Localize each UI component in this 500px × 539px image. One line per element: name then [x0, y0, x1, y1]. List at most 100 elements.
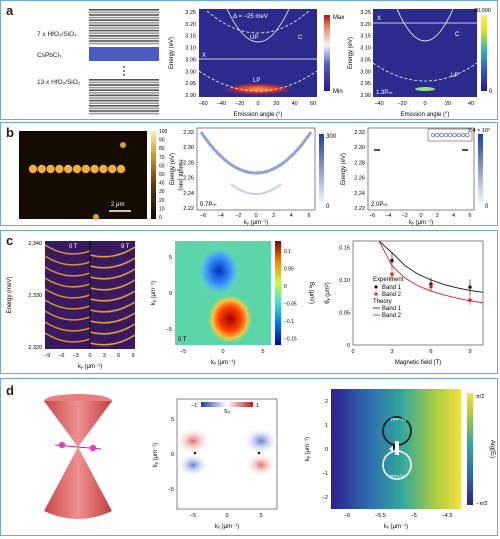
micropillar: [64, 164, 73, 174]
panel-label-a: a: [6, 3, 14, 18]
a2-xtick: −40: [374, 101, 383, 107]
afm-cbar-tick: 80: [159, 146, 165, 152]
d1-ytick: 5: [171, 417, 174, 423]
b2-xtick: −2: [402, 213, 408, 219]
b1-xlabel: kᵧ (μm⁻¹): [244, 220, 268, 226]
panel-label-d: d: [6, 383, 14, 398]
landau-band-right: [89, 301, 136, 313]
landau-band-left: [44, 277, 91, 288]
b2-ylabel: Energy (eV): [341, 153, 347, 185]
legend-marker-band2: [374, 292, 378, 296]
afm-scalebar-label: 2 μm: [111, 202, 124, 208]
a2-ytick: 2.95: [360, 81, 371, 87]
d1-lobe-lower-left: [177, 453, 209, 477]
b1-ylabel: Energy (eV): [170, 153, 176, 185]
x-label: X: [202, 53, 206, 59]
layer-middle-label: CsPbCl₃: [37, 52, 62, 59]
b2-annotation: 2.0Pₜₕ: [371, 202, 388, 208]
d2-ytick: −1: [322, 471, 328, 477]
landau-band-left: [44, 299, 91, 310]
c-label-2: C: [455, 32, 460, 38]
inset-mode-dot: [452, 132, 457, 138]
c2-xtick: 0: [221, 349, 224, 355]
d2-ytick: −2: [322, 495, 328, 501]
c1-xtick: 6: [117, 353, 120, 359]
afm-cbar-tick: 0: [159, 215, 162, 221]
plot-d1-s3: −1 S₃ 1 5 0 −5 −5 0 5 kᵧ (μm⁻¹) kₓ (μm⁻¹): [153, 398, 279, 530]
mirror-layer: [89, 42, 159, 45]
a2-ytick: 3.15: [360, 34, 371, 40]
d2-ytick: 2: [325, 399, 328, 405]
afm-cbar-tick: 100: [159, 129, 168, 135]
mirror-layer: [89, 40, 159, 42]
b2-inset: [427, 128, 473, 142]
theory-curve: [378, 240, 484, 293]
d1-ytick: −5: [168, 487, 174, 493]
landau-band-right: [89, 312, 136, 324]
micropillar: [72, 164, 82, 174]
lp-curve-2: [372, 62, 478, 82]
c2-cbar-tick: 0.05: [284, 267, 294, 273]
d2-ytick: 1: [325, 423, 328, 429]
d1-cbar-max: 1: [256, 403, 259, 409]
b2-ytick: 2.30: [354, 145, 365, 151]
d2-cbar-max: π/2: [476, 394, 484, 400]
legend-band2-exp: Band 2: [382, 292, 402, 298]
b1-ytick: 2.30: [183, 145, 194, 151]
d1-cbar-title: S₃: [224, 409, 230, 415]
singularity-marker: [395, 441, 399, 455]
c2-xtick: −5: [180, 349, 186, 355]
d1-xtick: 5: [259, 513, 262, 519]
mirror-layer: [89, 16, 159, 19]
landau-band-left: [44, 288, 91, 299]
b2-xtick: −6: [369, 213, 375, 219]
stack-labels: 7 x HfO₂/SiO₂ CsPbCl₃ 13 x HfO₂/SiO₂: [37, 31, 81, 86]
ellipsis-dot: [123, 74, 125, 76]
layer-bottom-label: 13 x HfO₂/SiO₂: [37, 79, 81, 86]
c1-left-label: 0 T: [69, 244, 78, 250]
d2-ytick: 0: [325, 447, 328, 453]
dirac-point-left: [58, 441, 66, 449]
a1-ylabel: Energy (eV): [169, 37, 175, 69]
data-point: [390, 272, 394, 276]
micropillar: [46, 164, 55, 174]
micropillar: [81, 164, 90, 174]
mirror-layer: [89, 81, 159, 84]
plot-c1-landau: 0 T 9 T 2,340 2,330 2,320−9 −6 −3 0 3 6 9 Energy…: [7, 241, 136, 370]
d2-colorbar-label: Arg(Eₗ): [489, 440, 495, 458]
d2-cbar-min: −π/2: [476, 501, 488, 507]
a1-ytick: 3.05: [185, 57, 196, 63]
a2-xtick: 0: [423, 101, 426, 107]
c3-ylabel: θᵧ (μm²): [325, 282, 331, 303]
circle-top-label: m=−½: [391, 416, 407, 423]
landau-band-right: [89, 279, 136, 291]
c2-ytick: −5: [166, 327, 172, 333]
b1-ytick: 2.28: [183, 160, 194, 166]
micropillar: [99, 164, 108, 174]
b2-colorbar: [478, 134, 483, 206]
a2-cbar-min: 0: [489, 89, 493, 95]
micropillar: [116, 164, 126, 174]
c3-ytick: 0.10: [339, 278, 350, 284]
a2-xtick: 40: [468, 101, 474, 107]
b1-band-lower: [230, 183, 282, 195]
c2-cbar-tick: −0.1: [284, 319, 294, 325]
c3-xtick: 6: [429, 349, 432, 355]
d1-xtick: −5: [190, 513, 196, 519]
perovskite-layer: [89, 47, 159, 61]
landau-band-left: [44, 310, 91, 321]
a2-ytick: 3.05: [360, 57, 371, 63]
b2-cbar-max: 2.4 × 10⁵: [468, 127, 490, 134]
c3-xlabel: Magnetic field (T): [395, 360, 441, 366]
landau-band-right: [89, 257, 136, 269]
c2-ylabel: kᵧ (μm⁻¹): [151, 281, 157, 305]
plot-b1-spectrum: 0.7Pₜₕ 2.32 2.30 2.28 2.26 2.24 2.22 −6 −4 −2 0 2 4…: [170, 127, 337, 226]
plot-c2-berry: 0 T 5 0 −5 −5 0 5 kᵧ (μm⁻¹) kₓ (μm⁻¹) 0.1 0.05…: [151, 241, 314, 366]
c3-xtick: 9: [468, 349, 471, 355]
b2-xtick: 6: [468, 213, 471, 219]
c1-xtick: 3: [103, 353, 106, 359]
inset-mode-dot: [435, 132, 440, 138]
landau-band-left: [44, 332, 91, 343]
b2-xtick: 4: [452, 213, 455, 219]
d1-xtick: 0: [225, 513, 228, 519]
